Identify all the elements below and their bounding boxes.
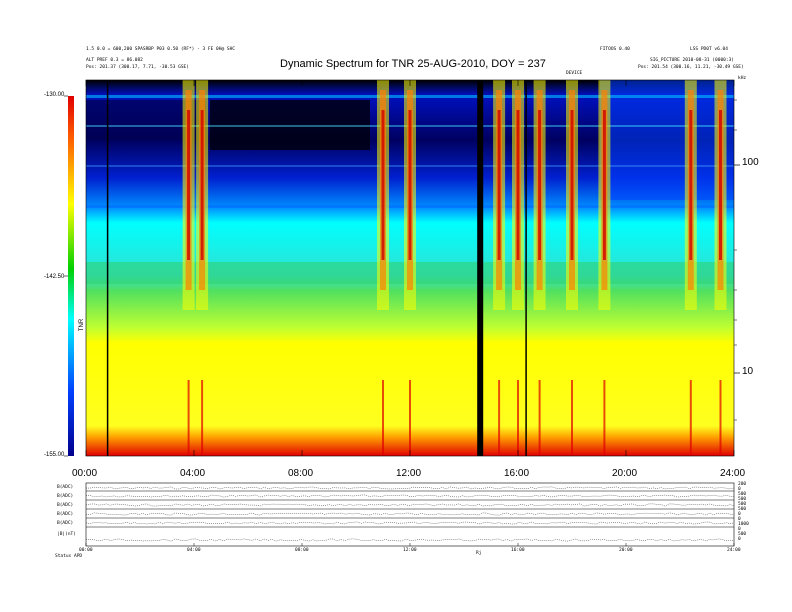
burst-tail xyxy=(719,380,722,456)
burst-tail xyxy=(409,380,411,456)
panel-left-label: B(ADC) xyxy=(57,512,74,517)
header-right-line2: SIG_PICTURE 2010-08-31 (0000:3) xyxy=(650,58,734,63)
panel-x-tick-label: 12:00 xyxy=(403,548,417,553)
colorbar-tick-label: -142.50 xyxy=(44,274,65,280)
panel-x-tick-label: 00:00 xyxy=(79,548,93,553)
x-tick-label: 08:00 xyxy=(288,468,314,479)
panel-x-tick-label: 16:00 xyxy=(511,548,525,553)
x-tick-label: 00:00 xyxy=(72,468,98,479)
burst-peak xyxy=(200,110,204,260)
panel-right-label: 500 xyxy=(738,497,747,502)
quiet-region xyxy=(210,100,370,150)
radio-bursts xyxy=(182,80,727,456)
panel-x-tick-label: 08:00 xyxy=(295,548,309,553)
x-tick-label: 04:00 xyxy=(180,468,206,479)
data-gap xyxy=(477,80,484,456)
colorbar-label: TNR xyxy=(79,318,86,332)
panel-right-label: 0 xyxy=(738,512,741,517)
panel-left-label: B(ADC) xyxy=(57,521,74,526)
panel-trace xyxy=(85,521,735,525)
burst-peak xyxy=(408,110,412,260)
y-axis-ticks xyxy=(734,99,740,421)
bottom-panels xyxy=(85,482,735,547)
data-gap xyxy=(106,80,109,456)
panel-right-label: 0 xyxy=(738,517,741,522)
x-tick-label: 24:00 xyxy=(720,468,746,479)
panel-right-label: 1000 xyxy=(738,522,749,527)
burst-tail xyxy=(382,380,384,456)
x-tick-label: 16:00 xyxy=(504,468,530,479)
panel-right-label: 500 xyxy=(738,507,747,512)
burst-peak xyxy=(719,110,722,260)
colorbar-ticks xyxy=(64,95,68,457)
data-gap xyxy=(525,80,527,456)
y-axis-unit: kHz xyxy=(738,76,747,81)
panel-left-label: B(ADC) xyxy=(57,503,74,508)
rj-label: Rj xyxy=(476,551,482,556)
burst-tail xyxy=(689,380,692,456)
burst-tail xyxy=(538,380,541,456)
panel-right-label: 500 xyxy=(738,492,747,497)
data-gaps xyxy=(106,80,527,456)
header-left-line3: Pos: 201.37 (300.17, 7.71, -30.53 GSE) xyxy=(86,65,189,70)
header-left-line2: ALT PREF 0.3 = 86.082 xyxy=(86,58,143,63)
burst-peak xyxy=(602,110,606,260)
panel-trace xyxy=(85,503,735,507)
burst-peak xyxy=(497,110,501,260)
x-tick-label: 12:00 xyxy=(396,468,422,479)
burst-peak xyxy=(689,110,693,260)
spectrogram-area xyxy=(86,80,734,456)
burst-peak xyxy=(381,110,385,260)
burst-tail xyxy=(201,380,204,456)
y-tick-label-100: 100 xyxy=(742,157,759,168)
right-blue-region xyxy=(600,80,734,200)
y-tick-label-10: 10 xyxy=(742,366,754,377)
panel-right-label: 0 xyxy=(738,487,741,492)
burst-peak xyxy=(187,110,191,260)
panel-left-label: |B|(nT) xyxy=(57,532,76,537)
panel-trace xyxy=(86,538,735,542)
header-right-line1a: FITOOS 0.40 xyxy=(600,47,630,52)
header-right-line1b: LSS PD0T v6.04 xyxy=(690,47,728,52)
burst-peak xyxy=(570,110,574,260)
colorbar-tick-label: -130.00 xyxy=(44,92,65,98)
x-tick-label: 20:00 xyxy=(612,468,638,479)
burst-peak xyxy=(538,110,542,260)
burst-tail xyxy=(571,380,573,456)
panel-trace xyxy=(85,494,735,498)
apd-label: APD xyxy=(74,554,83,559)
chart-title: Dynamic Spectrum for TNR 25-AUG-2010, DO… xyxy=(280,58,546,70)
header-left-line1: 1.5 0.0 = 600,200 SPASRBP P03 0.50 (RF*)… xyxy=(86,47,236,52)
panel-x-tick-label: 20:00 xyxy=(619,548,633,553)
panel-left-label: B(ADC) xyxy=(57,485,74,490)
panel-x-tick-label: 04:00 xyxy=(187,548,201,553)
panel-right-label: 500 xyxy=(738,532,747,537)
panel-trace xyxy=(85,486,735,490)
panel-right-label: 0 xyxy=(738,527,741,532)
marker-label: DEVICE xyxy=(566,71,583,76)
panel-right-label: 500 xyxy=(738,502,747,507)
burst-tail xyxy=(498,380,501,456)
panel-trace xyxy=(86,512,735,516)
panel-x-tick-label: 24:00 xyxy=(727,548,741,553)
status-label: Status xyxy=(55,554,72,559)
burst-tail xyxy=(603,380,606,456)
x-axis-ticks xyxy=(85,80,735,456)
header-right-line3: Pos: 201.54 (300.16, 11.21, -30.49 GSE) xyxy=(638,65,744,70)
colorbar-tick-label: -155.00 xyxy=(44,452,65,458)
burst-peak xyxy=(516,110,520,260)
panel-frame xyxy=(85,482,735,547)
panel-right-label: 0 xyxy=(738,537,741,542)
panel-right-label: 200 xyxy=(738,482,747,487)
colorbar xyxy=(68,96,74,456)
panel-left-label: B(ADC) xyxy=(57,494,74,499)
burst-tail xyxy=(187,380,190,456)
burst-tail xyxy=(517,380,519,456)
